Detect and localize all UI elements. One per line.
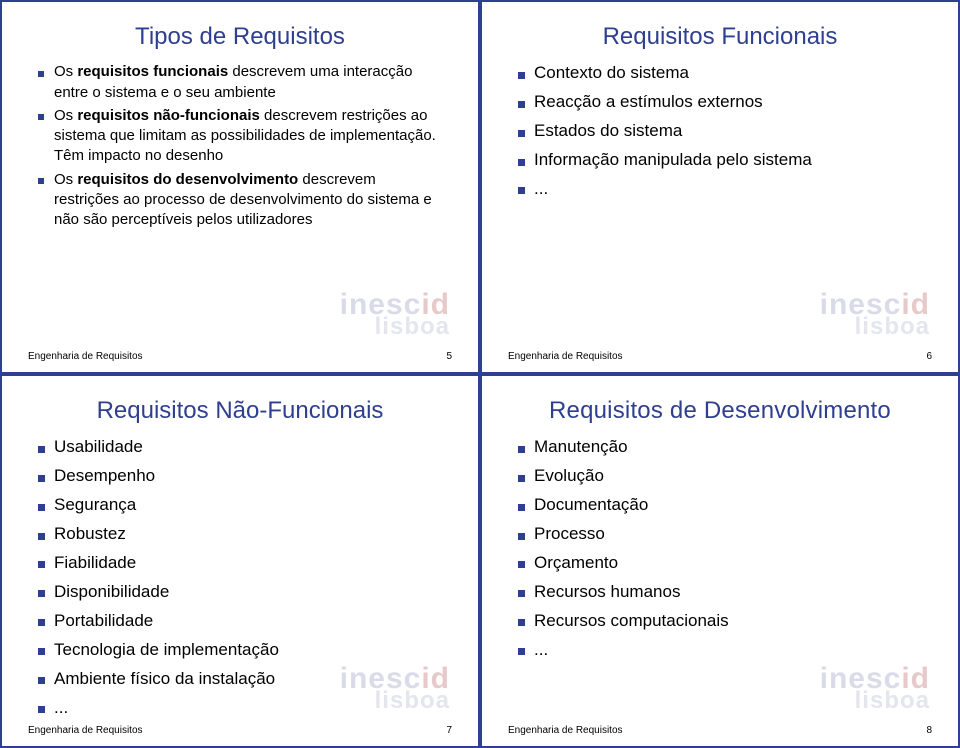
bullet-list: Usabilidade Desempenho Segurança Robuste… [36, 436, 444, 719]
bullet-list: Os requisitos funcionais descrevem uma i… [36, 62, 444, 230]
list-item: Os requisitos não-funcionais descrevem r… [36, 106, 444, 167]
footer-label: Engenharia de Requisitos [28, 351, 143, 362]
slide-footer: Engenharia de Requisitos 7 [28, 725, 452, 736]
list-item: ... [516, 178, 924, 201]
bullet-list: Manutenção Evolução Documentação Process… [516, 436, 924, 662]
watermark-dot: id [901, 288, 930, 321]
page-number: 7 [446, 725, 452, 736]
list-item: Informação manipulada pelo sistema [516, 149, 924, 172]
watermark-dot: id [421, 288, 450, 321]
list-item: Portabilidade [36, 610, 444, 633]
slide-content: Usabilidade Desempenho Segurança Robuste… [28, 436, 452, 719]
watermark-dot: id [901, 662, 930, 695]
slide-content: Os requisitos funcionais descrevem uma i… [28, 62, 452, 230]
list-item: Desempenho [36, 465, 444, 488]
list-item: Contexto do sistema [516, 62, 924, 85]
watermark: inescid lisboa [820, 291, 930, 338]
slide-footer: Engenharia de Requisitos 6 [508, 351, 932, 362]
text-prefix: Os [54, 171, 77, 188]
footer-label: Engenharia de Requisitos [508, 725, 623, 736]
watermark-top: inescid [340, 291, 450, 318]
list-item: Processo [516, 523, 924, 546]
list-item: Recursos humanos [516, 581, 924, 604]
page-number: 6 [926, 351, 932, 362]
slide-content: Contexto do sistema Reacção a estímulos … [508, 62, 932, 201]
text-bold: requisitos do desenvolvimento [77, 171, 298, 188]
page-number: 8 [926, 725, 932, 736]
watermark-bottom: lisboa [340, 316, 450, 338]
list-item: Segurança [36, 494, 444, 517]
list-item: Disponibilidade [36, 581, 444, 604]
slide-content: Manutenção Evolução Documentação Process… [508, 436, 932, 662]
watermark-top: inescid [820, 291, 930, 318]
footer-label: Engenharia de Requisitos [28, 725, 143, 736]
list-item: Robustez [36, 523, 444, 546]
bullet-list: Contexto do sistema Reacção a estímulos … [516, 62, 924, 201]
list-item: Reacção a estímulos externos [516, 91, 924, 114]
watermark-top: inescid [820, 665, 930, 692]
list-item: Ambiente físico da instalação [36, 668, 444, 691]
slide-requisitos-funcionais: Requisitos Funcionais Contexto do sistem… [480, 0, 960, 374]
list-item: Estados do sistema [516, 120, 924, 143]
watermark-bottom: lisboa [820, 690, 930, 712]
page-number: 5 [446, 351, 452, 362]
watermark-text: inesc [820, 662, 902, 695]
list-item: Os requisitos do desenvolvimento descrev… [36, 170, 444, 231]
text-prefix: Os [54, 107, 77, 124]
slide-grid: Tipos de Requisitos Os requisitos funcio… [0, 0, 960, 748]
footer-label: Engenharia de Requisitos [508, 351, 623, 362]
watermark-text: inesc [820, 288, 902, 321]
text-bold: requisitos não-funcionais [77, 107, 260, 124]
list-item: Os requisitos funcionais descrevem uma i… [36, 62, 444, 103]
slide-title: Requisitos de Desenvolvimento [508, 398, 932, 424]
slide-tipos-de-requisitos: Tipos de Requisitos Os requisitos funcio… [0, 0, 480, 374]
text-bold: requisitos funcionais [77, 63, 228, 80]
watermark: inescid lisboa [340, 291, 450, 338]
watermark-text: inesc [340, 288, 422, 321]
list-item: ... [36, 697, 444, 720]
slide-title: Tipos de Requisitos [28, 24, 452, 50]
list-item: Documentação [516, 494, 924, 517]
list-item: Recursos computacionais [516, 610, 924, 633]
slide-requisitos-de-desenvolvimento: Requisitos de Desenvolvimento Manutenção… [480, 374, 960, 748]
slide-title: Requisitos Funcionais [508, 24, 932, 50]
slide-footer: Engenharia de Requisitos 8 [508, 725, 932, 736]
list-item: Usabilidade [36, 436, 444, 459]
text-prefix: Os [54, 63, 77, 80]
list-item: Evolução [516, 465, 924, 488]
list-item: Orçamento [516, 552, 924, 575]
watermark: inescid lisboa [820, 665, 930, 712]
slide-requisitos-nao-funcionais: Requisitos Não-Funcionais Usabilidade De… [0, 374, 480, 748]
list-item: Manutenção [516, 436, 924, 459]
slide-footer: Engenharia de Requisitos 5 [28, 351, 452, 362]
slide-title: Requisitos Não-Funcionais [28, 398, 452, 424]
watermark-bottom: lisboa [820, 316, 930, 338]
list-item: Fiabilidade [36, 552, 444, 575]
list-item: Tecnologia de implementação [36, 639, 444, 662]
list-item: ... [516, 639, 924, 662]
